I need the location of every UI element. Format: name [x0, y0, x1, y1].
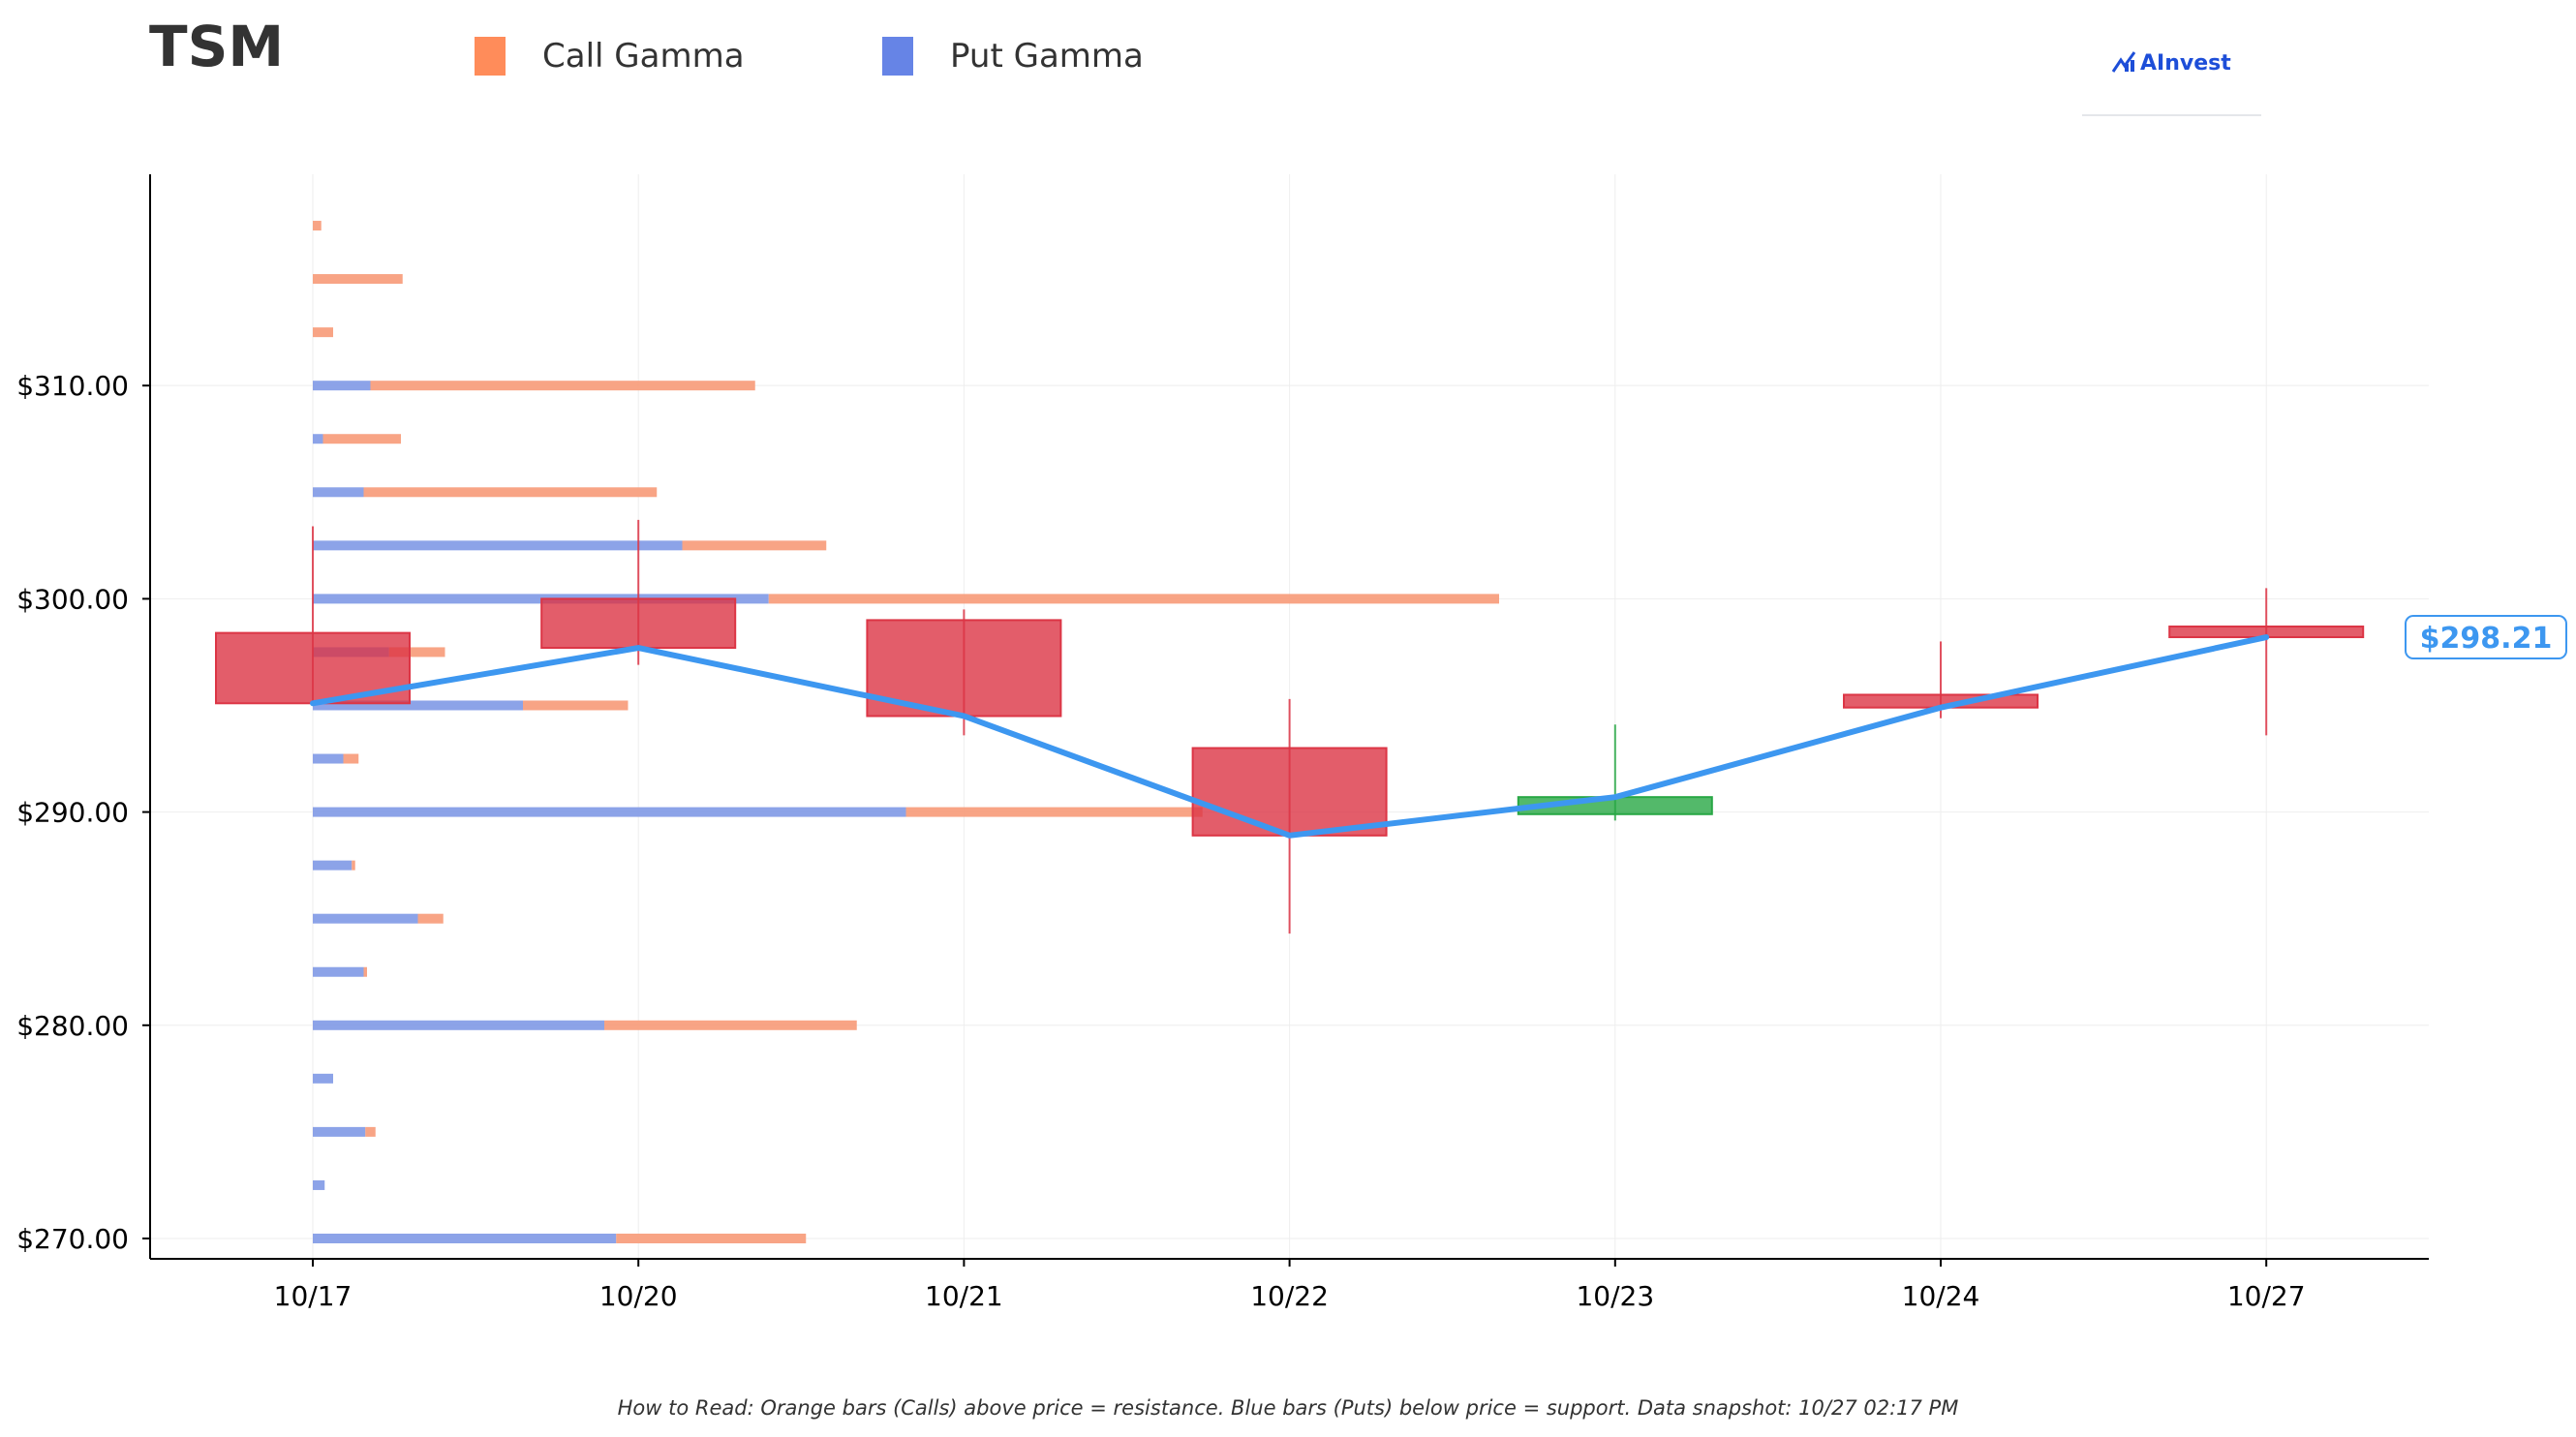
put-gamma-bar: [313, 434, 323, 444]
price-line: [310, 634, 2270, 839]
call-gamma-bar: [523, 700, 629, 711]
y-tick-label: $280.00: [16, 1010, 129, 1042]
put-gamma-bar: [313, 860, 353, 871]
x-tick-label: 10/24: [1902, 1280, 1980, 1312]
put-gamma-bar: [313, 966, 364, 977]
call-gamma-bar: [352, 860, 355, 871]
put-gamma-bar: [313, 540, 683, 551]
candle-body: [1191, 747, 1388, 837]
last-price-label: $298.21: [2420, 622, 2553, 656]
call-gamma-bar: [322, 434, 401, 444]
put-gamma-bar: [313, 1179, 325, 1190]
call-gamma-bar: [363, 487, 658, 498]
x-tick-label: 10/21: [925, 1280, 1003, 1312]
call-gamma-bar: [604, 1020, 857, 1030]
candle-body: [540, 597, 737, 650]
call-gamma-bar: [682, 540, 827, 551]
put-gamma-bar: [313, 487, 364, 498]
call-gamma-bar: [768, 594, 1499, 604]
ainvest-logo[interactable]: AInvest: [2082, 43, 2261, 116]
x-tick-label: 10/20: [599, 1280, 678, 1312]
call-gamma-bar: [313, 327, 333, 338]
legend-label-call-gamma: Call Gamma: [542, 37, 745, 76]
call-gamma-bar: [370, 381, 755, 391]
call-gamma-bar: [313, 274, 403, 285]
y-tick-label: $300.00: [16, 583, 129, 615]
put-gamma-bar: [313, 1126, 366, 1137]
call-gamma-bar: [363, 966, 367, 977]
call-gamma-swatch: [475, 37, 506, 76]
y-tick-label: $310.00: [16, 370, 129, 402]
x-tick-label: 10/22: [1250, 1280, 1329, 1312]
ticker-title: TSM: [149, 14, 285, 79]
put-gamma-bar: [313, 1073, 333, 1084]
call-gamma-bar: [417, 913, 444, 924]
x-tick-label: 10/23: [1576, 1280, 1654, 1312]
put-gamma-bar: [313, 913, 418, 924]
last-price-tag: [2405, 615, 2567, 660]
legend-item-put-gamma: Put Gamma: [882, 37, 1144, 76]
logo-text: AInvest: [2140, 51, 2231, 76]
legend-label-put-gamma: Put Gamma: [950, 37, 1144, 76]
call-gamma-bar: [365, 1126, 376, 1137]
y-tick-label: $290.00: [16, 797, 129, 829]
put-gamma-bar: [313, 381, 371, 391]
put-gamma-bar: [313, 807, 906, 817]
x-tick-label: 10/17: [274, 1280, 353, 1312]
put-gamma-bar: [313, 1020, 604, 1030]
call-gamma-bar: [616, 1233, 807, 1243]
put-gamma-bar: [313, 700, 523, 711]
footnote: How to Read: Orange bars (Calls) above p…: [617, 1396, 1959, 1420]
call-gamma-bar: [905, 807, 1203, 817]
call-gamma-bar: [313, 221, 322, 231]
ainvest-logo-icon: [2111, 51, 2136, 73]
gamma-price-chart: $270.00 $280.00 $290.00 $300.00 $310.00 10/17…: [16, 174, 2567, 1312]
legend-item-call-gamma: Call Gamma: [475, 37, 745, 76]
put-gamma-bar: [313, 1233, 617, 1243]
call-gamma-bar: [343, 753, 359, 764]
put-gamma-bar: [313, 753, 344, 764]
call-gamma-bar: [388, 647, 445, 657]
put-gamma-swatch: [882, 37, 913, 76]
y-tick-label: $270.00: [16, 1223, 129, 1255]
x-tick-label: 10/27: [2227, 1280, 2306, 1312]
